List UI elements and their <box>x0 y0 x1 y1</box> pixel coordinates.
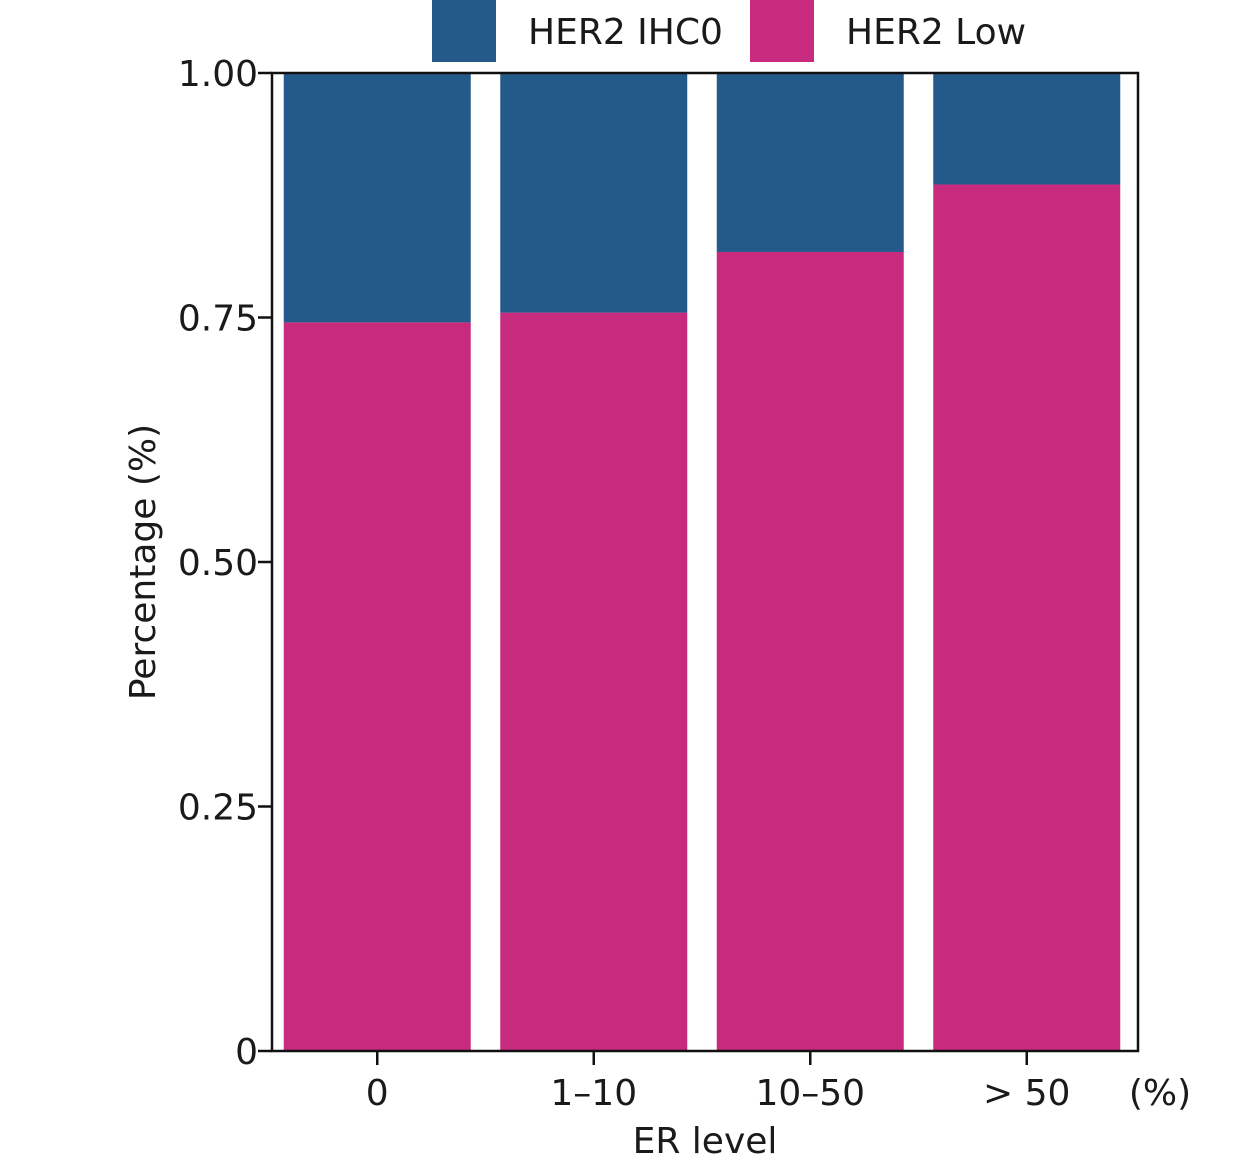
legend-swatch-her2-ihc0 <box>432 0 496 62</box>
bar-her2-ihc0-0 <box>283 73 471 323</box>
bar-her2-low-50 <box>933 184 1121 1051</box>
plot-frame <box>270 71 1140 1053</box>
y-tick-label: 0 <box>235 1032 258 1073</box>
legend-label-her2-ihc0: HER2 IHC0 <box>528 12 723 53</box>
axes <box>270 71 1140 1053</box>
y-tick-label: 0.50 <box>178 543 258 584</box>
x-tick-label: 10–50 <box>755 1073 865 1114</box>
legend-swatch-her2-low <box>750 0 814 62</box>
y-tick-label: 0.75 <box>178 299 258 340</box>
bar-her2-low-1-10 <box>500 312 688 1051</box>
bar-her2-low-0 <box>283 322 471 1051</box>
y-tick-label: 1.00 <box>178 54 258 95</box>
x-tick-label: 1–10 <box>550 1073 637 1114</box>
y-ticks: 0 0.25 0.50 0.75 1.00 <box>178 54 272 1073</box>
x-axis-title: ER level <box>633 1121 778 1162</box>
x-tick-label: > 50 <box>983 1073 1070 1114</box>
bars <box>283 73 1121 1051</box>
y-axis-title: Percentage (%) <box>123 424 164 700</box>
y-tick-label: 0.25 <box>178 788 258 829</box>
legend-label-her2-low: HER2 Low <box>846 12 1026 53</box>
bar-her2-ihc0-50 <box>933 73 1121 185</box>
x-tick-label: 0 <box>366 1073 389 1114</box>
legend: HER2 IHC0 HER2 Low <box>432 0 1026 62</box>
x-unit-label: (%) <box>1129 1073 1191 1114</box>
bar-her2-ihc0-10-50 <box>716 73 904 252</box>
bar-her2-low-10-50 <box>716 251 904 1051</box>
x-ticks: 0 1–10 10–50 > 50 <box>366 1051 1070 1114</box>
bar-her2-ihc0-1-10 <box>500 73 688 313</box>
